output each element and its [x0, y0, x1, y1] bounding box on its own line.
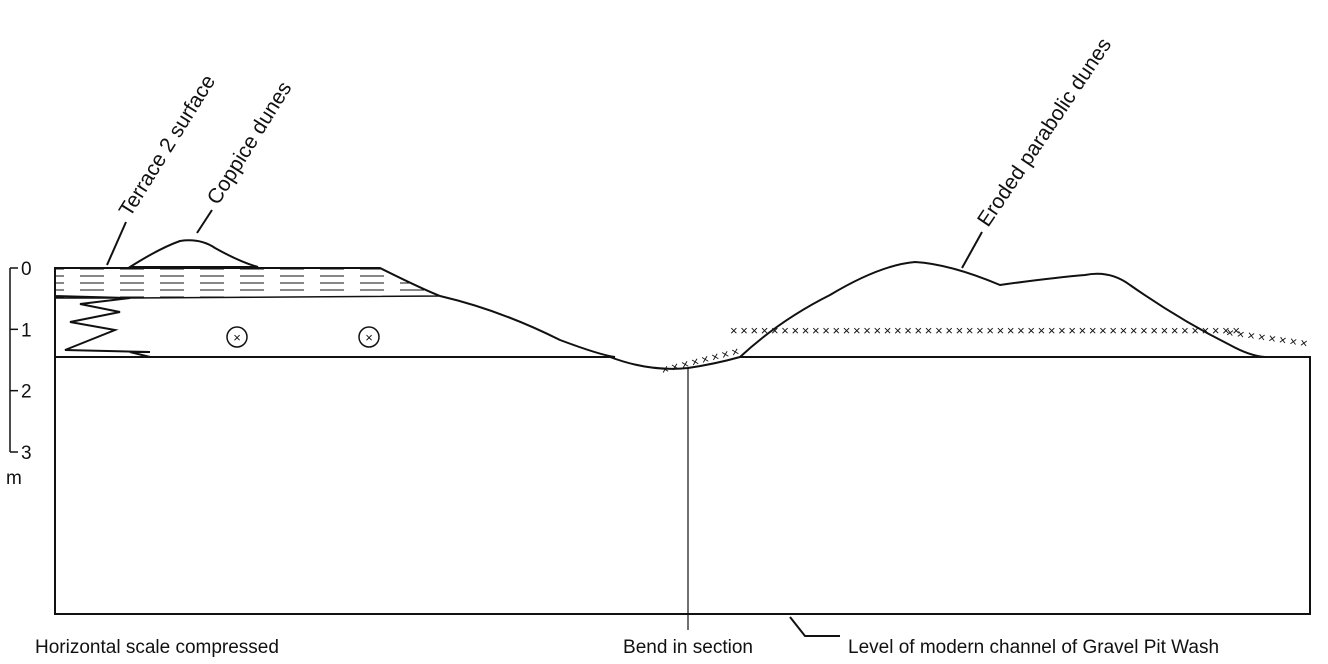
coppice-dune — [130, 240, 258, 267]
scale-label: 0 — [21, 259, 32, 280]
note: Bend in section — [623, 637, 753, 658]
gravel-crosses: ×××××××× — [659, 344, 740, 378]
scale-label: 3 — [21, 443, 32, 464]
vertical-scale: 0 1 2 3 m — [6, 259, 32, 489]
section-drawing: ××××××××××××××××××××××××××××××××××××××××… — [55, 240, 1310, 630]
page: ××××××××××××××××××××××××××××××××××××××××… — [0, 0, 1328, 664]
label: Eroded parabolic dunes — [973, 34, 1116, 231]
label: Coppice dunes — [203, 78, 297, 209]
scale-unit: m — [6, 468, 22, 489]
parabolic-dunes — [740, 262, 1265, 357]
gravel-crosses: ××××××××××××××××××××××××××××××××××××××××… — [730, 323, 1240, 338]
cobble-symbol: × — [227, 327, 247, 347]
svg-text:×: × — [365, 330, 373, 345]
cobble-symbol: × — [359, 327, 379, 347]
scale-label: 2 — [21, 382, 32, 403]
leader — [962, 232, 982, 268]
note: Level of modern channel of Gravel Pit Wa… — [848, 637, 1219, 658]
base-unit — [55, 357, 1310, 614]
gravel-crosses: ×××××××× — [1225, 325, 1308, 351]
leader — [197, 210, 212, 233]
cross-section: ××××××××××××××××××××××××××××××××××××××××… — [0, 0, 1328, 659]
svg-text:×: × — [233, 330, 241, 345]
scale-label: 1 — [21, 320, 32, 341]
note: Horizontal scale compressed — [35, 637, 279, 658]
laminated-unit — [55, 268, 440, 298]
leader — [107, 222, 126, 265]
leader — [790, 617, 840, 636]
